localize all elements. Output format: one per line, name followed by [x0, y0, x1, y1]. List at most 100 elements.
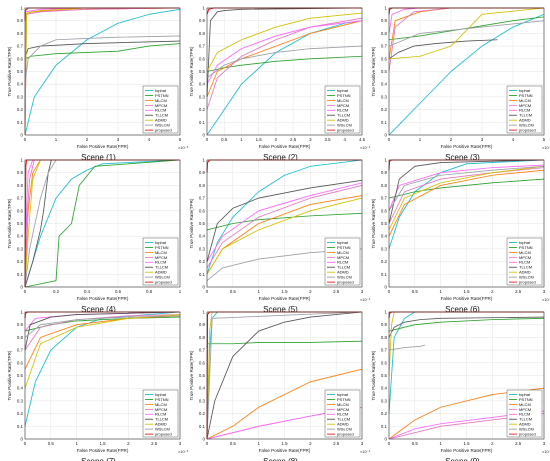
- y-axis-label: True Positive Rate(TPR): [189, 350, 194, 400]
- y-tick-label: 0.7: [199, 196, 206, 201]
- y-tick-label: 0.9: [381, 18, 388, 23]
- x-tick-label: 2: [127, 441, 130, 446]
- y-tick-label: 0.8: [17, 183, 24, 188]
- y-tick-label: 0.1: [381, 272, 388, 277]
- y-tick-label: 0.3: [17, 398, 24, 403]
- legend-label: tophat: [519, 392, 531, 397]
- x-tick-label: 0.5: [412, 289, 419, 294]
- x-tick-label: 1.5: [463, 441, 470, 446]
- y-tick-label: 0.2: [17, 259, 24, 264]
- legend-label: RLCM: [337, 108, 348, 113]
- series-line-tllcm: [24, 311, 181, 351]
- y-tick-label: 1: [21, 158, 24, 163]
- x-tick-label: 0.4: [84, 289, 91, 294]
- legend-label: MPCM: [337, 103, 349, 108]
- x-axis-label: False Positive Rate(FPR): [259, 296, 311, 301]
- legend-label: RLCM: [519, 412, 530, 417]
- y-tick-label: 0.9: [17, 18, 24, 23]
- x-tick-label: 1: [257, 289, 260, 294]
- x-tick-label: 1: [439, 441, 442, 446]
- y-axis-label: True Positive Rate(TPR): [371, 46, 376, 96]
- y-tick-label: 0.8: [381, 31, 388, 36]
- x-tick-label: 2.5: [515, 289, 522, 294]
- legend-label: proposed: [155, 280, 172, 285]
- y-tick-label: 0.5: [199, 221, 206, 226]
- series-line-tophat: [24, 8, 181, 136]
- legend-label: proposed: [155, 432, 172, 437]
- x-tick-label: 2: [309, 289, 312, 294]
- legend-label: MPCM: [519, 255, 531, 260]
- x-tick-label: 2: [275, 137, 278, 142]
- y-tick-label: 0: [203, 437, 206, 442]
- legend: tophatPSTNNMLCMMPCMRLCMTLLCMADMDWSLCMpro…: [324, 389, 361, 438]
- series-line-wslcm: [206, 45, 363, 79]
- series-line-mlcm: [388, 169, 545, 237]
- y-axis-label: True Positive Rate(TPR): [189, 198, 194, 248]
- legend-label: RLCM: [519, 260, 530, 265]
- legend-label: ADMD: [337, 270, 349, 275]
- legend-label: RLCM: [519, 108, 530, 113]
- y-tick-label: 0.4: [17, 234, 24, 239]
- legend-label: WSLCM: [337, 427, 352, 432]
- x-tick-label: 0: [24, 137, 27, 142]
- y-tick-label: 0.8: [17, 31, 24, 36]
- scene-panel-3: 0 1 2 3 4 5 0 0.1 0.2 0.3 0.4 0.5 0.6 0.7 0.8 0.9 1 ×10⁻³…: [371, 6, 550, 163]
- y-tick-label: 0.4: [17, 82, 24, 87]
- y-tick-label: 0.5: [381, 69, 388, 74]
- x-tick-label: 2: [309, 441, 312, 446]
- legend-label: tophat: [337, 240, 349, 245]
- x-exponent-label: ×10⁻³: [360, 297, 371, 302]
- y-tick-label: 0.6: [17, 208, 24, 213]
- y-tick-label: 0.7: [17, 348, 24, 353]
- y-tick-label: 0.1: [199, 120, 206, 125]
- x-tick-label: 1.5: [99, 441, 106, 446]
- legend-label: ADMD: [155, 118, 167, 123]
- axes-frame: [206, 159, 363, 288]
- series-line-tllcm: [206, 311, 363, 440]
- x-tick-label: 0: [388, 289, 391, 294]
- x-tick-label: 3: [361, 441, 364, 446]
- legend-label: ADMD: [519, 270, 531, 275]
- x-exponent-label: ×10⁻³: [360, 145, 371, 150]
- legend-label: TLLCM: [519, 265, 532, 270]
- series-line-mlcm: [206, 368, 363, 440]
- legend-label: RLCM: [337, 260, 348, 265]
- legend-label: ADMD: [337, 118, 349, 123]
- series-line-admd: [206, 12, 363, 72]
- scene-panel-5: 0 0.5 1 1.5 2 2.5 3 0 0.1 0.2 0.3 0.4 0.5 0.6 0.7 0.8 0.…: [189, 158, 371, 315]
- legend-label: ADMD: [519, 118, 531, 123]
- y-tick-label: 0.8: [17, 335, 24, 340]
- y-tick-label: 0.2: [199, 107, 206, 112]
- x-tick-label: 1: [439, 289, 442, 294]
- series-line-pstnn: [388, 317, 545, 332]
- y-tick-label: 0.7: [17, 44, 24, 49]
- legend: tophatPSTNNMLCMMPCMRLCMTLLCMADMDWSLCMpro…: [324, 85, 361, 134]
- scene-title: Scene (7): [81, 457, 116, 461]
- y-tick-label: 0.2: [199, 259, 206, 264]
- legend-label: proposed: [519, 128, 536, 133]
- x-tick-label: 0.5: [48, 441, 55, 446]
- legend-label: MLCM: [337, 98, 349, 103]
- y-tick-label: 0.6: [381, 208, 388, 213]
- y-tick-label: 1: [385, 6, 388, 11]
- axes-frame: [206, 7, 363, 136]
- legend-label: MPCM: [155, 255, 167, 260]
- y-tick-label: 1: [203, 310, 206, 315]
- x-axis-label: False Positive Rate(FPR): [441, 448, 493, 453]
- series-line-wslcm: [206, 311, 363, 440]
- y-tick-label: 0.1: [17, 120, 24, 125]
- axes-frame: [206, 311, 363, 440]
- x-tick-label: 3: [543, 441, 546, 446]
- x-exponent-label: ×10⁻³: [178, 145, 189, 150]
- series-line-pstnn: [24, 43, 181, 60]
- series-line-pstnn: [24, 159, 181, 288]
- legend-label: MPCM: [519, 103, 531, 108]
- legend-label: tophat: [155, 240, 167, 245]
- series-line-wslcm: [24, 35, 181, 85]
- y-tick-label: 0.3: [381, 246, 388, 251]
- y-tick-label: 0.7: [199, 348, 206, 353]
- legend-label: PSTNN: [519, 245, 533, 250]
- series-line-tophat: [24, 159, 181, 288]
- scene-panel-4: 0 0.2 0.4 0.6 0.8 1 0 0.1 0.2 0.3 0.4 0.5 0.6 0.7 0.8 0…: [7, 158, 182, 315]
- legend-label: TLLCM: [155, 417, 168, 422]
